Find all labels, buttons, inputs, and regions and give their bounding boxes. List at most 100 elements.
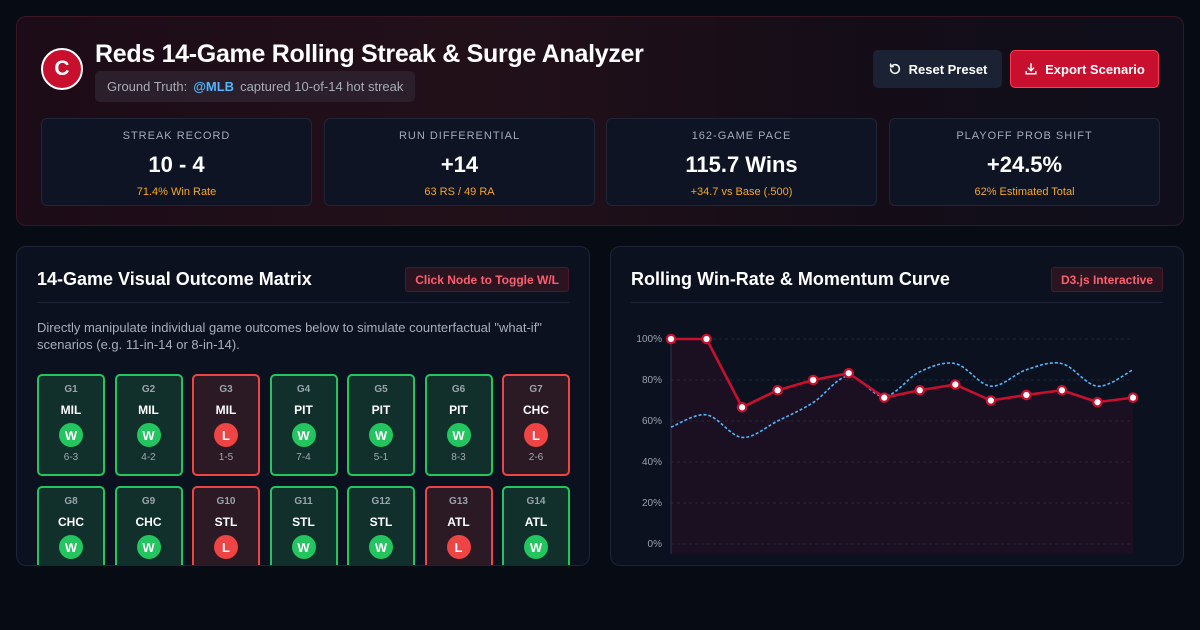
game-score: 2-6 (528, 452, 544, 463)
y-tick-label: 40% (642, 457, 662, 468)
win-rate-point-4[interactable] (772, 384, 783, 396)
reset-icon (889, 63, 900, 75)
stat-sub: +34.7 vs Base (.500) (690, 186, 793, 198)
game-id: G2 (141, 384, 156, 395)
win-rate-point-5[interactable] (807, 374, 819, 386)
win-rate-point-9[interactable] (950, 379, 961, 390)
game-opponent: STL (369, 515, 393, 529)
game-result: L (214, 423, 238, 447)
truth-text: captured 10-of-14 hot streak (240, 79, 404, 94)
game-id: G8 (64, 496, 78, 507)
matrix-description: Directly manipulate individual game outc… (37, 320, 542, 352)
reds-logo: C (41, 48, 83, 90)
matrix-title: 14-Game Visual Outcome Matrix (37, 269, 312, 289)
game-result: W (369, 423, 393, 447)
stat-value: +14 (440, 152, 479, 177)
stat-value: 115.7 Wins (685, 152, 798, 177)
game-result: W (291, 423, 316, 447)
game-node-g8[interactable]: G8 CHC W (37, 486, 105, 565)
game-opponent: STL (292, 515, 315, 529)
reset-preset-button[interactable]: Reset Preset (873, 50, 1002, 88)
y-tick-label: 100% (636, 334, 662, 345)
game-id: G10 (216, 496, 236, 507)
game-result: W (136, 423, 161, 447)
win-rate-area (671, 339, 1133, 554)
win-rate-point-10[interactable] (985, 395, 997, 406)
game-id: G3 (219, 384, 233, 395)
stat-run-differential: RUN DIFFERENTIAL +14 63 RS / 49 RA (324, 118, 595, 206)
game-node-g10[interactable]: G10 STL L (192, 486, 260, 565)
game-node-g2[interactable]: G2 MIL W 4-2 (114, 374, 183, 476)
game-id: G12 (371, 496, 391, 507)
game-opponent: ATL (524, 515, 548, 529)
stat-label: 162-GAME PACE (691, 130, 792, 142)
y-tick-label: 80% (642, 375, 662, 386)
header-card: C Reds 14-Game Rolling Streak & Surge An… (16, 16, 1184, 226)
game-opponent: PIT (371, 403, 391, 417)
page-title: Reds 14-Game Rolling Streak & Surge Anal… (95, 40, 644, 68)
game-id: G11 (294, 496, 313, 507)
y-tick-label: 0% (648, 539, 663, 550)
reset-preset-label: Reset Preset (908, 61, 988, 77)
game-node-g9[interactable]: G9 CHC W (114, 486, 183, 565)
export-scenario-label: Export Scenario (1045, 61, 1145, 77)
game-result: W (446, 423, 471, 447)
stat-value: +24.5% (986, 152, 1063, 177)
export-scenario-button[interactable]: Export Scenario (1010, 50, 1159, 88)
game-id: G4 (296, 384, 311, 395)
game-score: 4-2 (141, 452, 156, 463)
win-rate-point-1[interactable] (665, 333, 677, 345)
stat-playoff-prob: PLAYOFF PROB SHIFT +24.5% 62% Estimated … (889, 118, 1160, 206)
momentum-chart[interactable]: 0% 20% 40% 60% 80% 100% (611, 247, 1184, 566)
game-node-g4[interactable]: G4 PIT W 7-4 (269, 374, 338, 476)
game-opponent: CHC (58, 515, 84, 529)
game-id: G14 (526, 496, 546, 507)
game-node-g6[interactable]: G6 PIT W 8-3 (424, 374, 493, 476)
game-node-g3[interactable]: G3 MIL L 1-5 (192, 374, 260, 476)
game-opponent: MIL (60, 403, 82, 417)
win-rate-point-2[interactable] (701, 333, 712, 345)
truth-handle-link[interactable]: @MLB (193, 79, 235, 94)
game-score: 7-4 (296, 452, 311, 463)
win-rate-point-11[interactable] (1021, 389, 1032, 401)
win-rate-point-7[interactable] (878, 392, 890, 403)
win-rate-point-13[interactable] (1092, 396, 1103, 408)
win-rate-point-14[interactable] (1127, 392, 1139, 403)
stat-streak-record: STREAK RECORD 10 - 4 71.4% Win Rate (41, 118, 312, 206)
game-opponent: CHC (523, 403, 549, 417)
game-opponent: MIL (215, 403, 237, 417)
divider (631, 302, 1163, 303)
divider (37, 302, 569, 303)
game-node-g14[interactable]: G14 ATL W (502, 486, 570, 565)
ground-truth-badge: Ground Truth: @MLB captured 10-of-14 hot… (95, 71, 416, 102)
game-result: W (59, 535, 83, 559)
win-rate-point-6[interactable] (843, 367, 854, 379)
win-rate-point-3[interactable] (736, 401, 748, 413)
game-node-g12[interactable]: G12 STL W (347, 486, 415, 565)
game-opponent: PIT (449, 403, 468, 417)
game-result: W (369, 535, 393, 559)
truth-label: Ground Truth: (107, 79, 188, 94)
win-rate-point-8[interactable] (914, 384, 926, 396)
game-node-g5[interactable]: G5 PIT W 5-1 (347, 374, 415, 476)
momentum-curve-panel: Rolling Win-Rate & Momentum Curve D3.js … (610, 246, 1184, 566)
game-result: L (524, 423, 548, 447)
stat-label: RUN DIFFERENTIAL (398, 130, 521, 142)
game-node-g11[interactable]: G11 STL W (269, 486, 338, 565)
game-opponent: CHC (135, 515, 162, 529)
win-rate-point-12[interactable] (1056, 384, 1068, 396)
game-opponent: STL (214, 515, 238, 529)
win-rate-line (671, 337, 1134, 409)
game-score: 6-3 (63, 452, 79, 463)
game-node-g7[interactable]: G7 CHC L 2-6 (502, 374, 570, 476)
game-node-g13[interactable]: G13 ATL L (424, 486, 493, 565)
game-id: G7 (529, 384, 543, 395)
game-result: W (136, 535, 161, 559)
game-opponent: PIT (294, 403, 313, 417)
curve-title: Rolling Win-Rate & Momentum Curve (631, 269, 950, 289)
game-score: 8-3 (451, 452, 466, 463)
stat-value: 10 - 4 (148, 152, 205, 177)
game-node-g1[interactable]: G1 MIL W 6-3 (37, 374, 105, 476)
game-id: G6 (451, 384, 466, 395)
y-tick-label: 20% (642, 498, 662, 509)
